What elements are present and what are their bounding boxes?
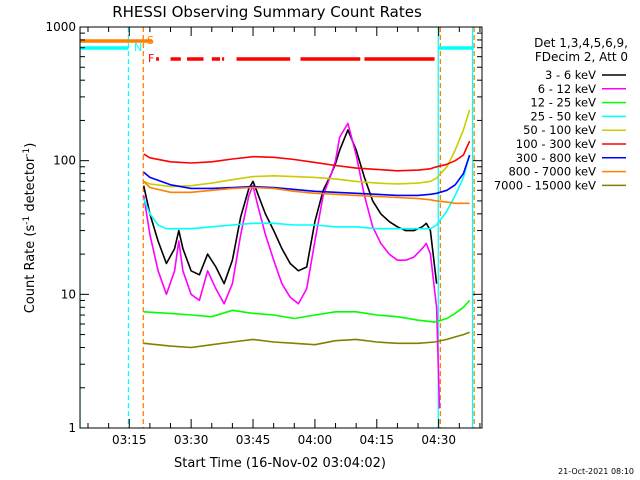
y-axis: 1 10 100 1000 — [45, 20, 482, 435]
series-line-4 — [142, 154, 471, 230]
legend-label-5: 50 - 100 keV — [523, 123, 596, 137]
plot-frame — [79, 26, 483, 429]
series-line-7 — [143, 154, 471, 197]
series-line-8 — [143, 180, 470, 205]
legend-label-4: 25 - 50 keV — [530, 109, 596, 123]
series-line-9 — [143, 331, 470, 349]
flag-label-f: F — [148, 52, 154, 65]
y-axis-label-sup2: -1 — [22, 148, 32, 157]
chart-title: RHESSI Observing Summary Count Rates — [112, 3, 422, 21]
flag-label-s: S — [147, 34, 154, 47]
x-tick-label: 04:15 — [359, 433, 394, 447]
series-line-2 — [142, 122, 441, 409]
x-axis-label: Start Time (16-Nov-02 03:04:02) — [174, 456, 386, 471]
flag-bars — [80, 39, 474, 61]
legend-header-line-2: FDecim 2, Att 0 — [535, 50, 628, 64]
legend-label-7: 300 - 800 keV — [516, 151, 596, 165]
x-tick-label: 04:30 — [421, 433, 456, 447]
x-tick-label: 03:15 — [112, 433, 147, 447]
legend-label-3: 12 - 25 keV — [530, 96, 596, 110]
series-line-1 — [142, 129, 438, 285]
x-tick-label: 03:30 — [174, 433, 209, 447]
y-axis-label-end: ) — [23, 143, 38, 148]
legend-label-9: 7000 - 15000 keV — [494, 178, 596, 192]
legend-header-line-1: Det 1,3,4,5,6,9, — [534, 36, 628, 50]
vertical-markers — [80, 27, 475, 428]
y-axis-label-sup1: -1 — [22, 216, 32, 225]
plot-clip-group — [80, 27, 475, 428]
legend-label-6: 100 - 300 keV — [516, 137, 596, 151]
legend-label-2: 6 - 12 keV — [538, 82, 596, 96]
legend-label-8: 800 - 7000 keV — [508, 165, 596, 179]
y-tick-label: 1000 — [45, 20, 76, 34]
series-line-6 — [143, 140, 471, 172]
x-axis: 03:15 03:30 03:45 04:00 04:15 04:30 — [87, 27, 481, 447]
legend: Det 1,3,4,5,6,9, FDecim 2, Att 0 3 - 6 k… — [494, 36, 628, 192]
series-line-3 — [143, 299, 471, 323]
legend-label-1: 3 - 6 keV — [545, 68, 596, 82]
series-lines — [142, 109, 471, 409]
y-axis-label-mid: detector — [23, 156, 38, 216]
y-tick-label: 1 — [68, 421, 76, 435]
y-axis-label: Count Rate (s-1 detector-1) — [22, 143, 38, 314]
y-tick-label: 100 — [53, 154, 76, 168]
series-line-5 — [143, 109, 471, 188]
y-axis-label-main: Count Rate (s — [23, 225, 38, 314]
flag-label-n: N — [134, 41, 142, 54]
y-tick-label: 10 — [61, 287, 76, 301]
x-tick-label: 03:45 — [236, 433, 271, 447]
x-tick-label: 04:00 — [298, 433, 333, 447]
footer-timestamp: 21-Oct-2021 08:10 — [558, 467, 634, 476]
